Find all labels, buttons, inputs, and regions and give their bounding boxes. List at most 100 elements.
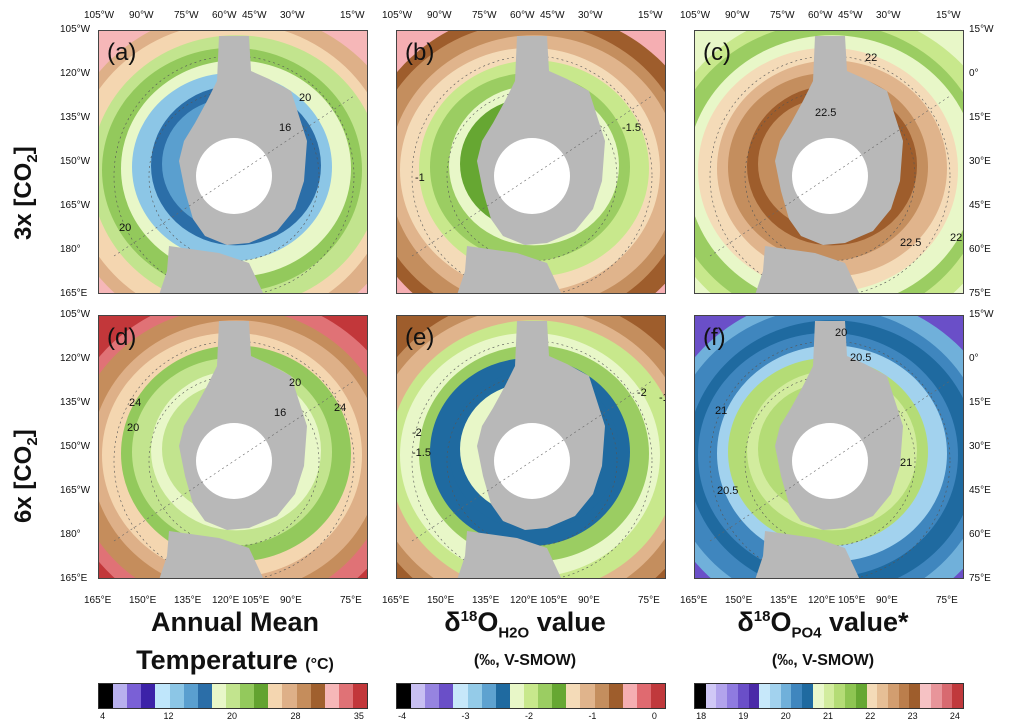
colorbar-0: [98, 683, 368, 709]
map-svg-e: -2 -1.5 -2 -1.5: [397, 316, 665, 578]
south-america-landmass: [159, 246, 264, 293]
colorbar-tick-label: -2: [525, 711, 534, 721]
contour-label: 20: [299, 92, 311, 104]
right-lon-tick: 75°E: [969, 288, 991, 299]
meridian-line: [411, 380, 653, 542]
bottom-lon-tick: 105°E: [540, 595, 568, 606]
left-lon-tick: 165°E: [60, 288, 88, 299]
colorbar-tick-label: 24: [949, 711, 960, 721]
colorbar-swatch: [866, 684, 878, 708]
meridian-line: [709, 380, 951, 542]
colorbar-1: [396, 683, 666, 709]
colorbar-swatch: [802, 684, 813, 708]
meridian-line: [411, 95, 653, 257]
bottom-lon-tick: 75°E: [638, 595, 660, 606]
colorbar-swatch: [608, 684, 623, 708]
right-lon-tick: 0°: [969, 68, 979, 79]
colorbar-swatch: [425, 684, 440, 708]
bottom-lon-tick: 135°E: [174, 595, 202, 606]
contour-label: -1.5: [622, 122, 641, 134]
left-lon-tick: 120°W: [60, 353, 91, 364]
graticule-circle: [148, 90, 320, 262]
colorbar-swatch: [254, 684, 269, 708]
map-svg-c: 22 22.5 22.5 22: [695, 31, 963, 293]
contour-label: -1.5: [412, 447, 431, 459]
colorbar-swatch: [759, 684, 771, 708]
top-lon-tick: 75°W: [770, 10, 795, 21]
colorbar-swatch: [695, 684, 706, 708]
top-lon-tick: 45°W: [540, 10, 565, 21]
colorbar-tick-label: 22: [865, 711, 876, 721]
colorbar-swatch: [127, 684, 142, 708]
top-lon-tick: 90°W: [725, 10, 750, 21]
right-lon-tick: 15°E: [969, 112, 991, 123]
colorbar-swatch: [791, 684, 803, 708]
left-lon-tick: 165°E: [60, 573, 88, 584]
bottom-lon-tick: 165°E: [382, 595, 410, 606]
bottom-lon-tick: 135°E: [770, 595, 798, 606]
bottom-lon-tick: 165°E: [680, 595, 708, 606]
left-lon-tick: 135°W: [60, 397, 91, 408]
colorbar-swatch: [197, 684, 212, 708]
left-lon-tick: 150°W: [60, 156, 91, 167]
left-lon-tick: 180°: [60, 529, 81, 540]
right-lon-tick: 45°E: [969, 485, 991, 496]
top-lon-tick: 90°W: [129, 10, 154, 21]
colorbar-swatch: [823, 684, 835, 708]
left-lon-tick: 180°: [60, 244, 81, 255]
row-label-6x-co2: 6x [CO2]: [10, 429, 41, 523]
top-lon-tick: 60°W: [510, 10, 535, 21]
top-lon-tick: 75°W: [472, 10, 497, 21]
colorbar-swatch: [930, 684, 942, 708]
colorbar-swatch: [770, 684, 781, 708]
colorbar-swatch: [113, 684, 128, 708]
south-america-landmass: [457, 246, 562, 293]
bottom-lon-tick: 105°E: [242, 595, 270, 606]
colorbar-swatch: [812, 684, 824, 708]
colorbar-swatch: [509, 684, 524, 708]
colorbar-tick-label: -4: [398, 711, 407, 721]
colorbar-swatch: [552, 684, 567, 708]
top-lon-tick: 15°W: [936, 10, 961, 21]
colorbar-swatch: [169, 684, 184, 708]
colorbar-swatch: [268, 684, 283, 708]
meridian-line: [113, 95, 355, 257]
contour-label: -2: [637, 387, 647, 399]
colorbar-swatch: [898, 684, 910, 708]
bottom-lon-tick: 135°E: [472, 595, 500, 606]
colorbar-tick-label: 21: [823, 711, 834, 721]
colorbar-tick-label: 20: [780, 711, 791, 721]
top-lon-tick: 75°W: [174, 10, 199, 21]
colorbar-tick-label: 28: [290, 711, 301, 721]
colorbar-swatch: [183, 684, 198, 708]
colorbar-tick-label: -1: [588, 711, 597, 721]
contour-label: 20: [127, 422, 139, 434]
contour-label: 16: [279, 122, 291, 134]
colorbar-swatch: [310, 684, 325, 708]
colorbar-tick-label: 35: [353, 711, 364, 721]
colorbar-swatch: [225, 684, 241, 708]
right-lon-tick: 15°W: [969, 309, 994, 320]
contour-label: 22: [865, 52, 877, 64]
bottom-lon-tick: 120°E: [212, 595, 240, 606]
graticule-circle: [148, 375, 320, 547]
map-panel-e: -2 -1.5 -2 -1.5 (e): [396, 315, 666, 579]
bottom-lon-tick: 75°E: [936, 595, 958, 606]
panel-letter-label: (c): [703, 39, 731, 66]
column-title-temperature: Annual Mean: [150, 607, 319, 637]
colorbar-swatch: [737, 684, 749, 708]
colorbar-tick-label: 23: [907, 711, 918, 721]
bottom-lon-tick: 150°E: [129, 595, 157, 606]
colorbar-swatch: [580, 684, 595, 708]
map-panel-b: -1.5 -1 (b): [396, 30, 666, 294]
colorbar-swatch: [439, 684, 454, 708]
map-panel-c: 22 22.5 22.5 22 (c): [694, 30, 964, 294]
meridian-line: [113, 380, 355, 542]
polar-hole: [792, 138, 868, 214]
colorbar-swatch: [650, 684, 666, 708]
contour-label: 24: [129, 397, 141, 409]
bottom-lon-tick: 90°E: [578, 595, 600, 606]
column-title-d18o-po4: δ18OPO4 value*: [737, 607, 909, 642]
left-lon-tick: 120°W: [60, 68, 91, 79]
top-lon-tick: 30°W: [876, 10, 901, 21]
